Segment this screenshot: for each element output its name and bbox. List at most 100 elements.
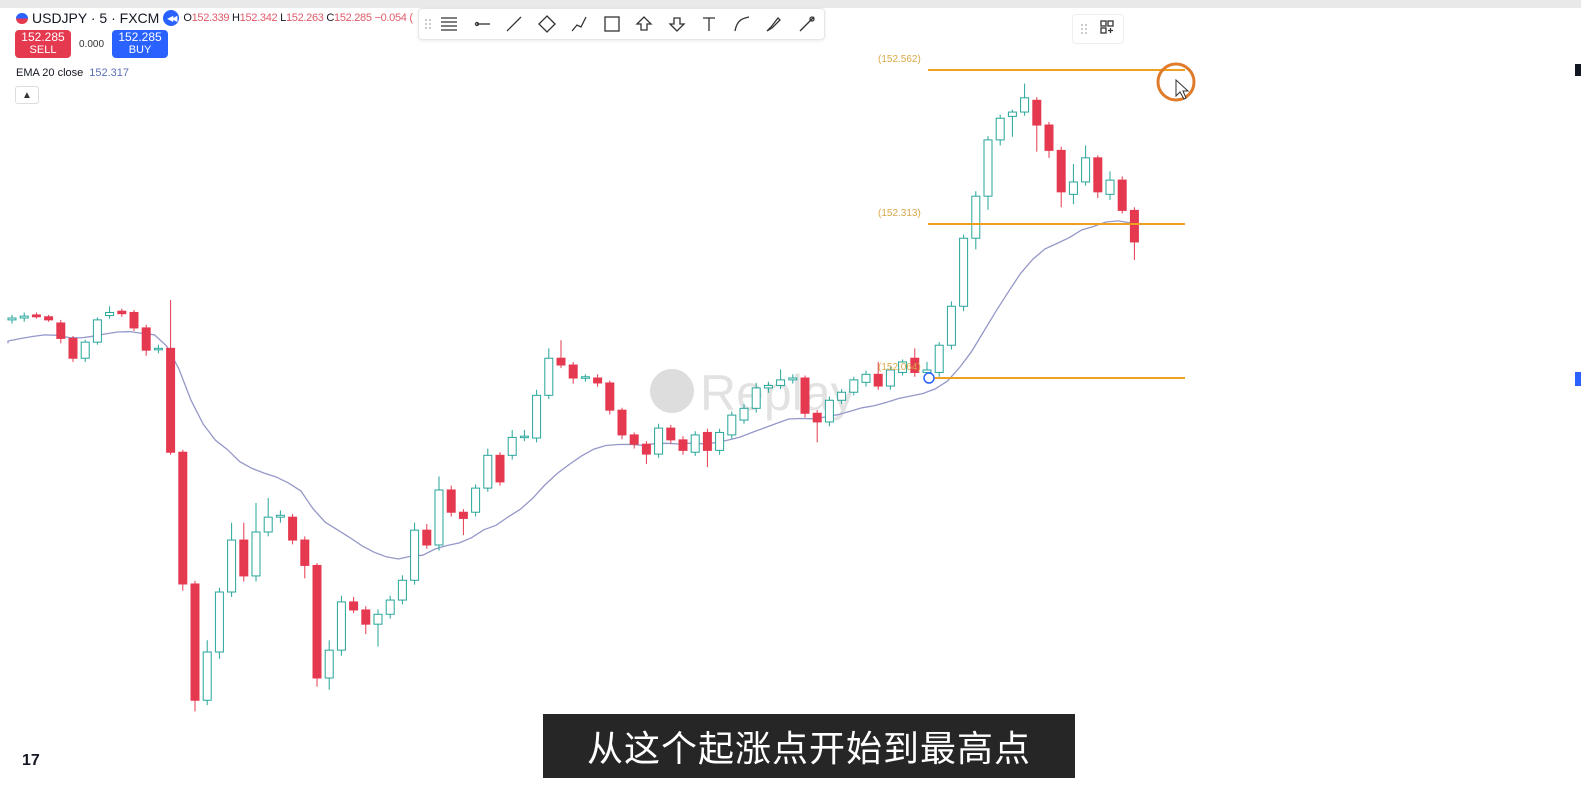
candle: [690, 431, 700, 456]
fib-level-label: (152.562): [878, 54, 921, 65]
open-label: O: [183, 12, 192, 24]
trend-line-icon[interactable]: [498, 10, 531, 38]
candle: [605, 380, 615, 415]
candle: [995, 114, 1005, 146]
collapse-legend-button[interactable]: ▲: [15, 86, 39, 104]
replay-icon[interactable]: ◀◀: [163, 10, 180, 26]
candle: [141, 324, 151, 356]
candle: [1081, 145, 1091, 186]
candle: [68, 335, 78, 362]
close-label: C: [326, 12, 335, 24]
candle: [519, 429, 529, 442]
candle: [373, 609, 383, 647]
drag-handle-icon[interactable]: [1079, 22, 1089, 36]
candle: [129, 309, 139, 332]
candle: [654, 423, 664, 458]
chevron-up-icon: ▲: [22, 90, 32, 101]
buy-button[interactable]: 152.285 BUY: [112, 30, 169, 58]
sell-button[interactable]: 152.285 SELL: [15, 30, 71, 58]
candle: [458, 509, 468, 536]
candle: [434, 476, 444, 551]
candle: [239, 522, 249, 582]
ohlc-readout: O152.339 H152.342 L152.263 C152.285 −0.0…: [183, 12, 413, 24]
candle: [837, 389, 847, 404]
candle: [1129, 207, 1139, 260]
candle: [7, 314, 17, 324]
brush-icon[interactable]: [758, 10, 791, 38]
candle: [556, 340, 566, 369]
candle: [776, 369, 786, 390]
text-icon[interactable]: [693, 10, 726, 38]
ema-legend[interactable]: EMA 20 close 152.317: [16, 67, 130, 79]
ema-line: [7, 220, 1131, 560]
price-scale-marker: [1575, 372, 1581, 386]
path-icon[interactable]: [563, 10, 596, 38]
candle: [593, 374, 603, 387]
candle: [983, 136, 993, 210]
fib-retracement-icon[interactable]: [433, 10, 466, 38]
candle: [702, 428, 712, 468]
candle: [898, 359, 908, 376]
candle: [1020, 83, 1030, 116]
arrow-up-icon[interactable]: [628, 10, 661, 38]
currency-flag-icon: [16, 12, 28, 24]
candle: [410, 522, 420, 585]
candle: [824, 396, 834, 427]
candle: [446, 485, 456, 517]
candle: [44, 314, 54, 322]
candle: [617, 407, 627, 440]
candle: [483, 448, 493, 492]
candle: [568, 361, 578, 384]
curve-icon[interactable]: [726, 10, 759, 38]
candle: [349, 596, 359, 614]
low-value: 152.263: [285, 12, 324, 24]
candle: [849, 376, 859, 396]
close-value: 152.285: [334, 12, 372, 24]
drag-handle-icon[interactable]: [423, 17, 433, 31]
candle: [1093, 155, 1103, 199]
candle: [641, 441, 651, 464]
rectangle-icon[interactable]: [596, 10, 629, 38]
subtitle-caption: 从这个起涨点开始到最高点: [543, 714, 1075, 778]
candle: [751, 382, 761, 413]
tradingview-logo[interactable]: 17: [22, 752, 40, 769]
candle: [946, 301, 956, 350]
arrow-down-icon[interactable]: [661, 10, 694, 38]
candle: [544, 348, 554, 400]
horizontal-ray-icon[interactable]: [466, 10, 499, 38]
add-widget-icon[interactable]: [1099, 19, 1115, 40]
pen-icon[interactable]: [791, 10, 824, 38]
pattern-icon[interactable]: [531, 10, 564, 38]
price-scale-marker: [1575, 64, 1581, 76]
candle: [105, 306, 115, 319]
candle: [80, 339, 90, 362]
candle: [324, 640, 334, 690]
candle: [1117, 176, 1127, 214]
candle: [666, 425, 676, 444]
candle: [727, 411, 737, 439]
candle: [800, 375, 810, 418]
candle: [166, 300, 176, 455]
layout-widget: [1072, 14, 1124, 44]
candle: [532, 389, 542, 443]
candle: [507, 429, 517, 460]
candle: [971, 191, 981, 250]
high-label: H: [232, 12, 240, 24]
fib-anchor-handle[interactable]: [923, 372, 935, 384]
candle: [31, 312, 41, 319]
change-value: −0.054 (: [374, 12, 413, 24]
candle: [873, 361, 883, 390]
trade-panel: 152.285 SELL 0.000 152.285 BUY: [15, 30, 169, 58]
candle: [275, 510, 285, 523]
candle: [739, 403, 749, 424]
candle: [812, 410, 822, 443]
candle: [959, 234, 969, 312]
candle: [178, 449, 188, 591]
candle: [1105, 171, 1115, 200]
candle: [361, 606, 371, 635]
symbol-title[interactable]: USDJPY · 5 · FXCM: [32, 10, 160, 26]
candle: [153, 344, 163, 354]
cursor-icon: [1175, 78, 1190, 100]
